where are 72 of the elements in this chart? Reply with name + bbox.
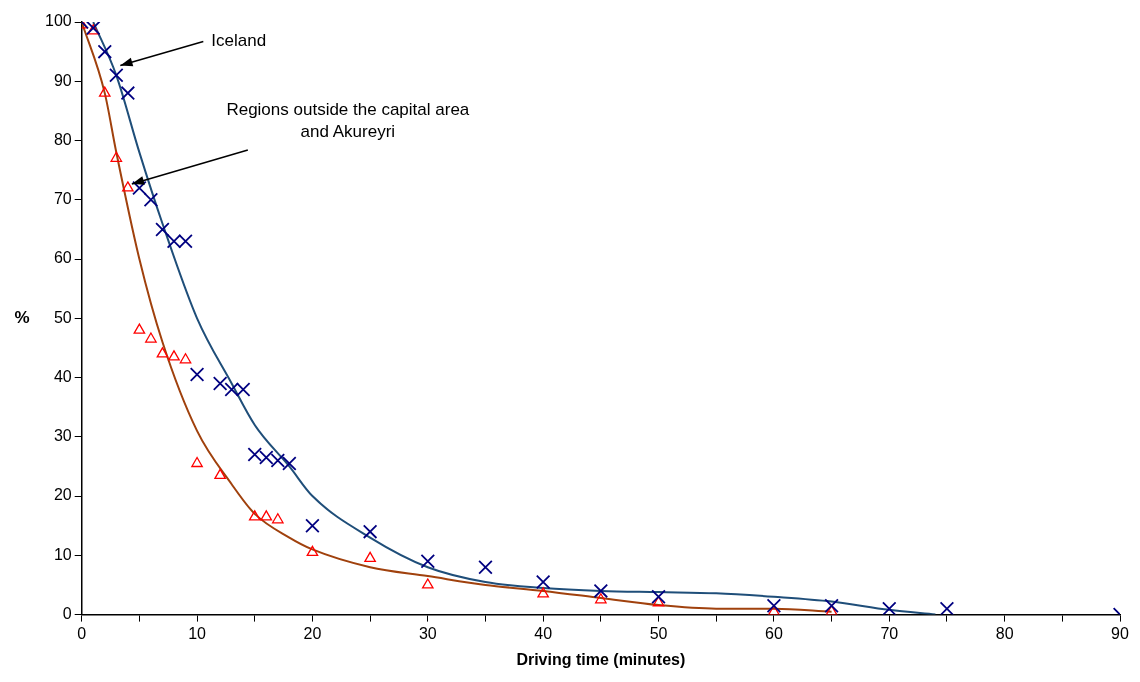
point — [282, 456, 297, 471]
point — [421, 578, 434, 589]
y-tick-label: 70 — [53, 190, 72, 208]
point — [259, 450, 274, 465]
point — [364, 551, 376, 562]
point — [143, 192, 159, 208]
x-tick-label: 60 — [765, 624, 783, 642]
annotation: Regions outside the capital area and Akureyri — [226, 99, 470, 141]
point — [224, 382, 239, 397]
point — [179, 353, 192, 364]
point — [110, 151, 123, 162]
x-tick-label: 70 — [880, 624, 899, 642]
x-tick-label: 0 — [77, 624, 87, 642]
point — [235, 382, 251, 397]
point — [97, 44, 113, 59]
point — [122, 181, 134, 192]
y-tick-label: 10 — [53, 545, 72, 563]
point — [145, 332, 157, 343]
point — [178, 234, 193, 249]
point — [166, 234, 182, 249]
point — [535, 574, 551, 590]
point — [766, 598, 782, 613]
x-tick-label: 30 — [418, 624, 437, 642]
y-axis-title: % — [14, 307, 30, 327]
point — [109, 68, 124, 83]
point — [651, 589, 666, 605]
x-tick-label: 10 — [188, 624, 207, 642]
point — [768, 604, 780, 615]
point — [939, 601, 955, 615]
x-tick-label: 80 — [995, 624, 1014, 642]
y-tick-label: 100 — [44, 12, 72, 30]
point — [478, 559, 493, 575]
point — [247, 447, 263, 462]
point — [824, 598, 839, 613]
point — [156, 347, 169, 358]
y-tick-label: 80 — [53, 130, 72, 148]
point — [537, 587, 550, 598]
point — [420, 554, 436, 569]
point — [214, 468, 226, 479]
y-tick-label: 50 — [53, 308, 72, 326]
x-tick-label: 40 — [534, 624, 553, 642]
point — [595, 593, 607, 604]
point — [882, 601, 897, 615]
x-tick-label: 90 — [1111, 624, 1129, 642]
point — [189, 367, 205, 382]
point — [132, 180, 147, 196]
point — [191, 456, 203, 468]
point — [271, 513, 284, 524]
point — [155, 222, 170, 237]
point — [652, 596, 665, 607]
annotation: Iceland — [211, 31, 267, 51]
point — [305, 518, 320, 533]
y-tick-label: 40 — [53, 367, 72, 385]
x-axis-title: Driving time (minutes) — [516, 650, 686, 668]
point — [212, 376, 228, 391]
y-tick-label: 20 — [53, 486, 72, 504]
point — [168, 350, 180, 361]
x-tick-label: 50 — [649, 624, 668, 642]
y-tick-label: 30 — [53, 427, 72, 445]
point — [120, 85, 136, 101]
x-tick-label: 20 — [303, 624, 322, 642]
point — [270, 453, 286, 468]
point — [306, 545, 319, 557]
point — [98, 86, 111, 97]
point — [248, 510, 261, 521]
point — [593, 583, 609, 599]
point — [133, 323, 146, 334]
y-tick-label: 90 — [53, 71, 72, 89]
y-tick-label: 60 — [53, 249, 72, 267]
y-tick-label: 0 — [62, 605, 72, 623]
point — [362, 524, 378, 539]
point — [260, 510, 273, 521]
